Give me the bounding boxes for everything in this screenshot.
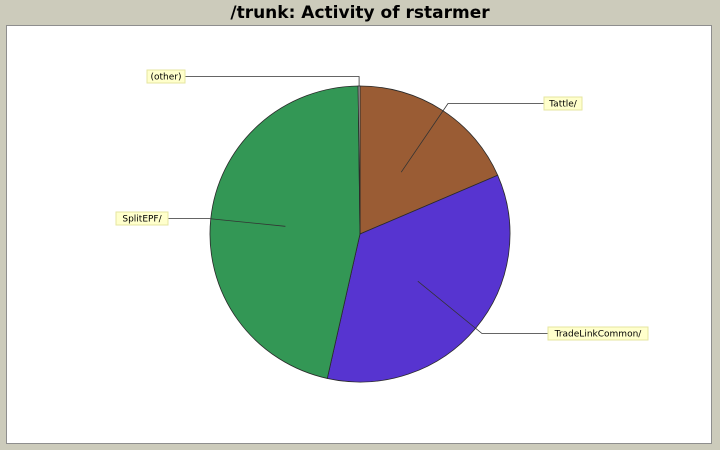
pie-slice-tattle <box>359 85 499 235</box>
slice-label-box <box>146 69 186 84</box>
slice-label-box <box>115 211 169 226</box>
slice-label: SplitEPF/ <box>122 215 162 225</box>
leader-line <box>400 103 544 173</box>
slice-label: TradeLinkCommon/ <box>554 330 643 340</box>
pie-slice-splitepf <box>209 85 361 379</box>
slice-label-box <box>543 96 583 111</box>
leader-line <box>185 76 360 86</box>
pie-slice-other <box>357 85 361 235</box>
leader-line <box>417 280 548 334</box>
chart-title: /trunk: Activity of rstarmer <box>230 3 490 23</box>
slice-label: Tattle/ <box>548 100 578 110</box>
slice-label: (other) <box>151 73 182 83</box>
slice-label-box <box>547 326 649 341</box>
leader-line <box>168 218 286 227</box>
